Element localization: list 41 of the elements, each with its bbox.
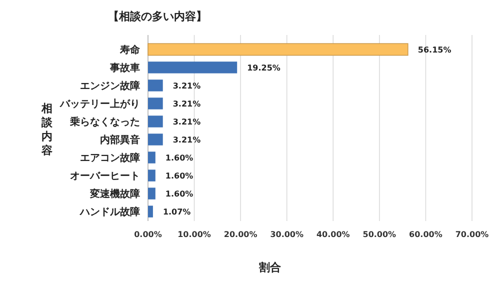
- data-label: 56.15%: [418, 45, 452, 54]
- bar: [148, 43, 408, 56]
- bar: [148, 98, 163, 110]
- x-axis-title: 割合: [258, 261, 282, 274]
- y-tick-label: エアコン故障: [80, 152, 140, 164]
- y-tick-label: 寿命: [119, 44, 141, 56]
- x-tick-label: 20.00%: [224, 230, 258, 239]
- x-tick-label: 60.00%: [409, 230, 442, 239]
- data-label: 1.60%: [165, 153, 194, 162]
- y-axis-title: 相談内容: [40, 102, 54, 157]
- chart-title: 【相談の多い内容】: [108, 10, 207, 23]
- bar: [148, 116, 163, 128]
- x-tick-label: 10.00%: [178, 230, 211, 239]
- y-tick-label: 事故車: [109, 62, 140, 74]
- bar: [148, 152, 156, 164]
- data-label: 1.60%: [165, 171, 194, 180]
- y-tick-label: ハンドル故障: [79, 206, 140, 218]
- y-tick-label: 乗らなくなった: [69, 116, 140, 128]
- bar: [148, 80, 163, 92]
- bar: [148, 188, 156, 200]
- bar: [148, 62, 238, 74]
- x-tick-label: 50.00%: [362, 230, 396, 239]
- data-label: 1.07%: [162, 207, 191, 216]
- bar: [148, 134, 163, 146]
- data-label: 19.25%: [247, 63, 280, 72]
- bar: [148, 206, 153, 218]
- x-tick-label: 30.00%: [270, 230, 304, 239]
- data-label: 3.21%: [172, 81, 201, 90]
- x-tick-label: 70.00%: [455, 230, 489, 239]
- x-tick-label: 0.00%: [134, 230, 162, 239]
- data-label: 1.60%: [165, 189, 194, 198]
- data-label: 3.21%: [172, 99, 201, 108]
- y-tick-label: 変速機故障: [89, 188, 140, 200]
- data-label: 3.21%: [172, 135, 201, 144]
- bar: [148, 170, 156, 182]
- y-tick-label: バッテリー上がり: [59, 98, 140, 110]
- y-tick-label: オーバーヒート: [70, 171, 140, 182]
- y-tick-label: 内部異音: [100, 134, 140, 146]
- data-label: 3.21%: [172, 117, 201, 126]
- x-tick-label: 40.00%: [316, 230, 350, 239]
- y-tick-label: エンジン故障: [80, 80, 140, 92]
